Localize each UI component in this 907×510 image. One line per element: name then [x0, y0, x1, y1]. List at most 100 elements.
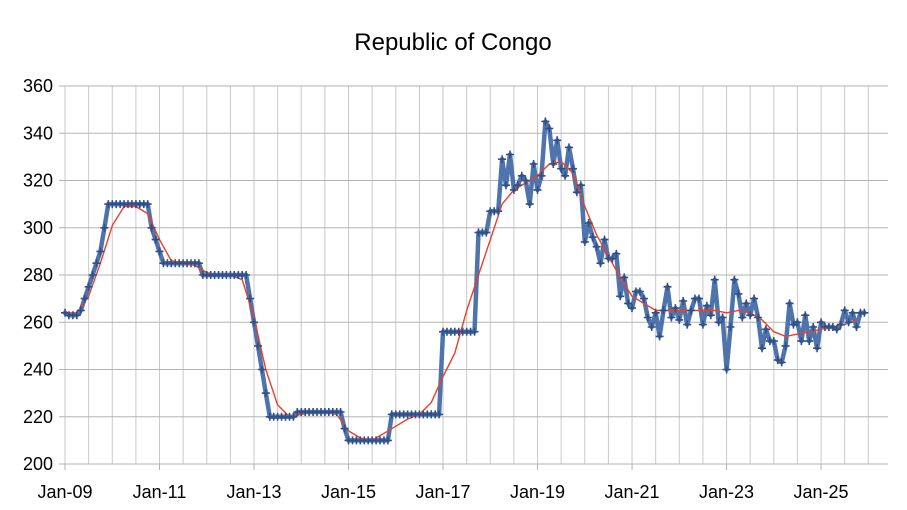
x-axis: Jan-09 Jan-11 Jan-13 Jan-15 Jan-17 Jan-19 Jan-…	[37, 464, 849, 502]
x-tick-label: Jan-23	[699, 482, 754, 502]
data-point	[336, 408, 345, 416]
data-point	[801, 311, 810, 320]
x-tick-label: Jan-09	[37, 482, 92, 502]
data-point	[675, 315, 684, 324]
data-point	[718, 313, 727, 322]
x-tick-label: Jan-25	[794, 482, 849, 502]
data-point	[600, 235, 609, 244]
data-point	[545, 124, 554, 133]
data-point	[726, 323, 735, 331]
data-point	[84, 282, 93, 291]
data-point	[616, 292, 625, 301]
data-point	[513, 181, 522, 190]
x-tick-label: Jan-15	[321, 482, 376, 502]
data-point	[257, 365, 266, 374]
data-point	[639, 294, 648, 303]
data-point	[561, 171, 570, 180]
data-point	[848, 308, 857, 317]
data-point	[580, 237, 589, 246]
data-point	[254, 341, 262, 350]
data-point	[832, 325, 841, 334]
data-point	[525, 200, 534, 209]
data-point	[710, 275, 719, 284]
data-point	[576, 181, 585, 190]
x-tick-label: Jan-19	[510, 482, 565, 502]
data-point	[750, 294, 759, 303]
data-point	[679, 297, 688, 305]
chart-title: Republic of Congo	[354, 29, 551, 56]
data-point	[96, 247, 105, 256]
y-axis: 200 220 240 260 280 300 320 340 360	[23, 76, 53, 474]
y-tick-label: 300	[23, 218, 53, 238]
data-point	[785, 299, 794, 308]
data-point	[435, 410, 444, 419]
data-point	[805, 337, 814, 346]
data-point	[612, 249, 621, 258]
data-point	[517, 171, 526, 180]
data-point	[667, 313, 676, 322]
y-tick-label: 260	[23, 312, 53, 332]
y-tick-label: 280	[23, 265, 53, 285]
data-point	[592, 242, 601, 251]
data-point	[584, 219, 593, 227]
data-point	[155, 247, 164, 256]
data-point	[860, 308, 869, 317]
data-point	[628, 304, 636, 313]
data-point	[761, 325, 770, 334]
data-point	[777, 358, 786, 367]
data-point	[242, 271, 251, 279]
data-point	[635, 287, 644, 296]
data-point	[836, 320, 845, 329]
data-point	[557, 164, 566, 173]
data-point	[659, 306, 668, 315]
data-point	[533, 185, 542, 194]
data-point	[734, 289, 743, 298]
data-point	[521, 176, 530, 185]
data-point	[537, 171, 546, 180]
data-point	[509, 185, 518, 194]
data-point	[151, 235, 160, 244]
data-point	[76, 306, 85, 315]
y-tick-label: 200	[23, 454, 53, 474]
data-point	[663, 282, 672, 291]
data-point	[549, 160, 558, 168]
x-tick-label: Jan-11	[133, 482, 187, 502]
data-point	[852, 323, 861, 331]
data-point	[730, 275, 739, 284]
data-point	[383, 436, 392, 445]
data-point	[250, 318, 258, 327]
data-point	[769, 337, 778, 346]
data-point	[813, 344, 822, 353]
y-tick-label: 220	[23, 407, 53, 427]
data-point	[655, 332, 664, 341]
data-point	[643, 313, 652, 322]
chart-series	[61, 117, 869, 445]
data-point	[683, 320, 692, 329]
data-point	[529, 160, 538, 168]
data-point	[746, 311, 755, 320]
data-point	[506, 150, 514, 159]
data-point	[494, 207, 503, 216]
data-point	[758, 344, 766, 353]
data-point	[588, 233, 597, 242]
data-point	[502, 181, 510, 190]
data-point	[246, 294, 255, 303]
data-point	[72, 311, 81, 320]
data-point	[569, 164, 577, 173]
y-tick-label: 240	[23, 360, 53, 380]
data-point	[714, 318, 723, 327]
data-point	[498, 155, 507, 164]
data-point	[289, 412, 298, 421]
data-point	[687, 306, 696, 315]
data-point	[100, 223, 109, 232]
x-tick-label: Jan-21	[605, 482, 660, 502]
data-point	[671, 304, 680, 313]
y-tick-label: 360	[23, 76, 53, 96]
series-markers-monthly	[61, 117, 869, 445]
data-point	[340, 424, 349, 433]
data-point	[651, 308, 660, 317]
data-point	[572, 188, 581, 197]
data-point	[143, 200, 152, 209]
data-point	[817, 318, 826, 327]
